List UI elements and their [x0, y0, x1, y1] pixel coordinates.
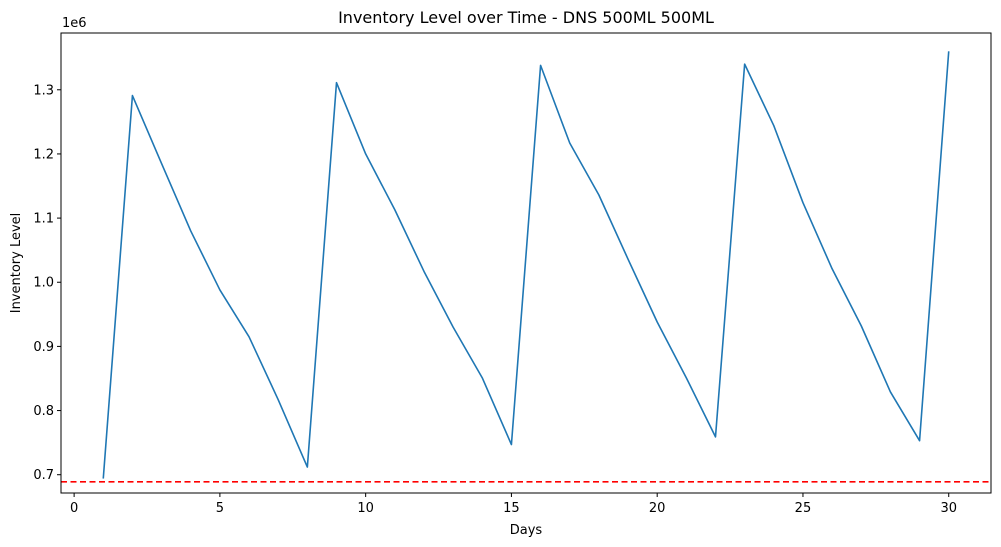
x-tick-label: 30	[940, 501, 957, 516]
plot-frame	[60, 32, 992, 494]
y-tick-label: 1.2	[33, 147, 54, 162]
y-tick-label: 0.9	[33, 340, 54, 355]
x-tick-label: 10	[357, 501, 374, 516]
series-line-0	[102, 51, 950, 479]
y-axis-label: Inventory Level	[9, 213, 24, 314]
x-tick-label: 5	[216, 501, 224, 516]
x-tick-label: 0	[70, 501, 78, 516]
y-tick-label: 1.0	[33, 276, 54, 291]
x-axis-ticks: 0 5 10 15 20 25 30	[70, 493, 957, 516]
x-tick-label: 15	[503, 501, 520, 516]
y-tick-label: 0.8	[33, 404, 54, 419]
x-tick-label: 20	[649, 501, 666, 516]
x-axis-label: Days	[510, 523, 543, 538]
x-tick-label: 25	[795, 501, 812, 516]
chart-title: Inventory Level over Time - DNS 500ML 50…	[338, 8, 714, 27]
series-layer	[102, 51, 950, 479]
y-tick-label: 0.7	[33, 468, 54, 483]
y-axis-ticks: 0.7 0.8 0.9 1.0 1.1 1.2 1.3	[33, 83, 61, 483]
y-tick-label: 1.3	[33, 83, 54, 98]
y-offset-label: 1e6	[62, 16, 87, 31]
y-tick-label: 1.1	[33, 212, 54, 227]
